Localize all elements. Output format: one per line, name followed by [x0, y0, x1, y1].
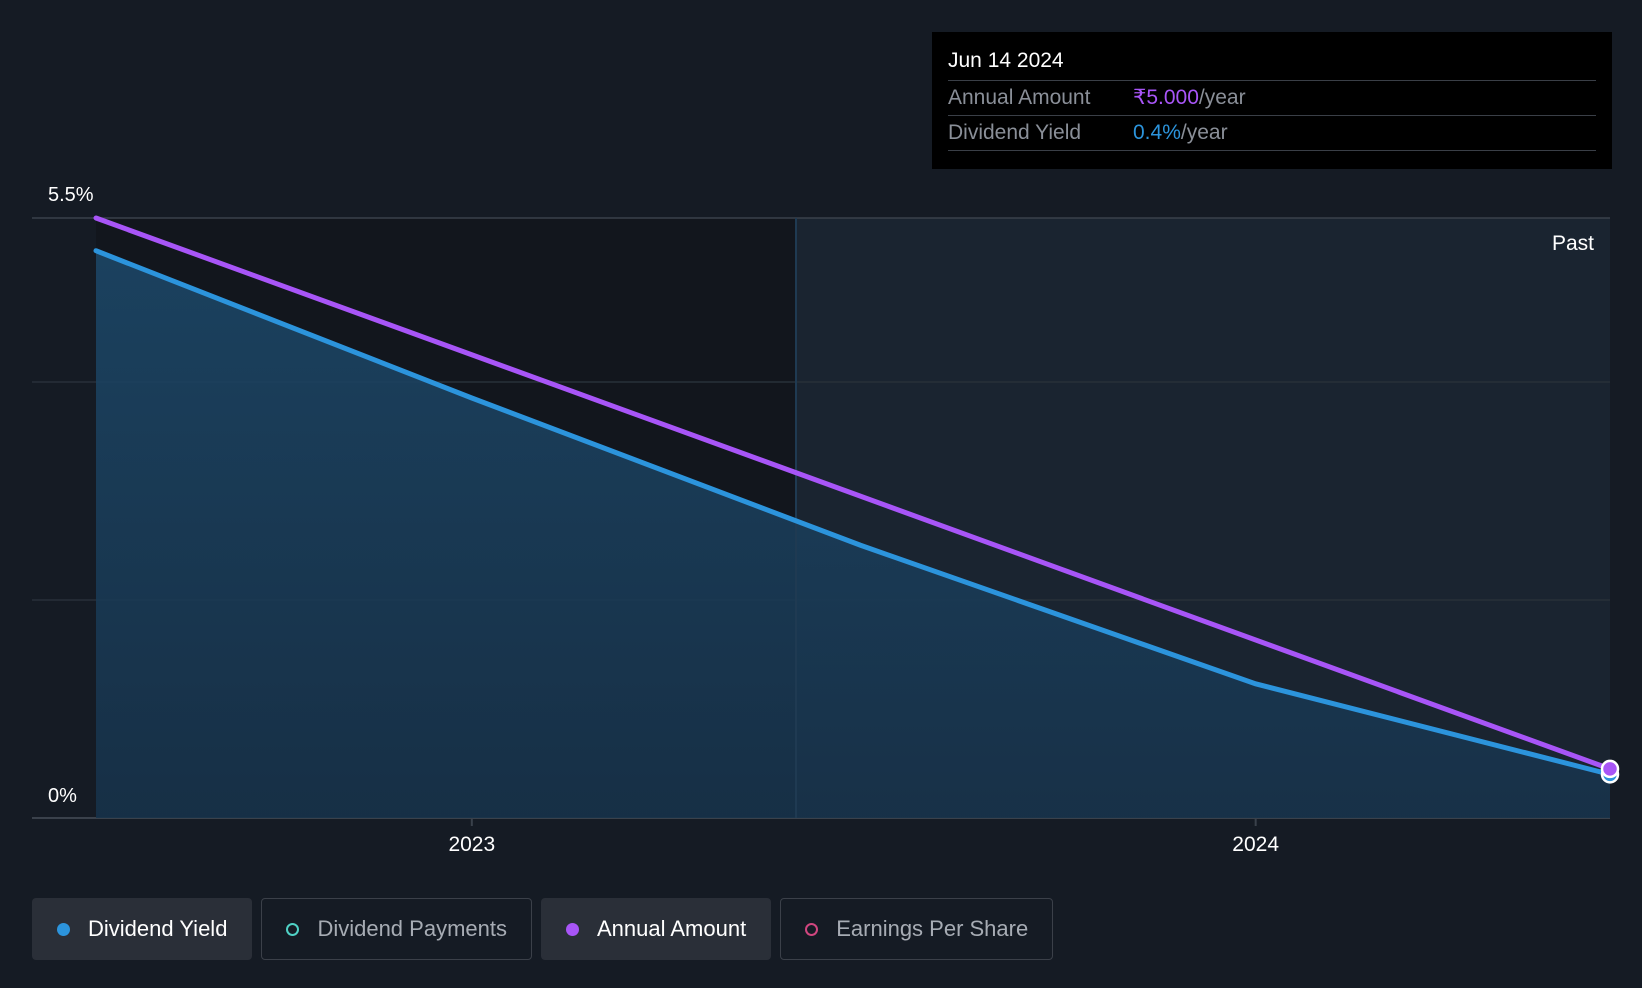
legend-dot-icon [57, 922, 70, 936]
legend-earnings-per-share[interactable]: Earnings Per Share [780, 898, 1054, 960]
tooltip: Jun 14 2024 Annual Amount ₹5.000 /year D… [932, 32, 1612, 169]
tooltip-annual-amount-row: Annual Amount ₹5.000 /year [948, 80, 1596, 115]
legend-label: Dividend Payments [317, 916, 507, 941]
annual-amount-line [93, 215, 1613, 772]
x-tick-label-2024: 2024 [1232, 833, 1279, 856]
y-bottom-label: 0% [48, 785, 77, 807]
tooltip-annual-amount-label: Annual Amount [948, 86, 1091, 109]
x-tick-label-2023: 2023 [448, 833, 495, 856]
legend-dividend-payments[interactable]: Dividend Payments [261, 898, 532, 960]
y-top-label: 5.5% [48, 184, 94, 206]
tooltip-annual-amount-unit: /year [1198, 86, 1246, 109]
tooltip-dividend-yield-row: Dividend Yield 0.4% /year [948, 115, 1596, 151]
tooltip-dividend-yield-value: 0.4% [1133, 121, 1181, 144]
tooltip-dividend-yield-label: Dividend Yield [948, 121, 1082, 144]
dividend-yield-line [93, 248, 1613, 777]
legend-dividend-yield[interactable]: Dividend Yield [32, 898, 253, 960]
legend-ring-icon [805, 922, 819, 936]
legend: Dividend Yield Dividend Payments Annual … [32, 898, 1054, 960]
tooltip-annual-amount-value: ₹5.000 [1133, 86, 1199, 109]
tooltip-date: Jun 14 2024 [948, 49, 1064, 72]
legend-annual-amount[interactable]: Annual Amount [540, 898, 772, 960]
legend-label: Earnings Per Share [836, 916, 1029, 941]
tooltip-dividend-yield-unit: /year [1180, 121, 1228, 144]
annual-amount-end-point[interactable] [1600, 759, 1620, 779]
legend-label: Annual Amount [596, 916, 747, 941]
past-label: Past [1552, 232, 1594, 255]
legend-label: Dividend Yield [88, 916, 228, 941]
legend-ring-icon [286, 922, 300, 936]
legend-dot-icon [565, 922, 579, 936]
